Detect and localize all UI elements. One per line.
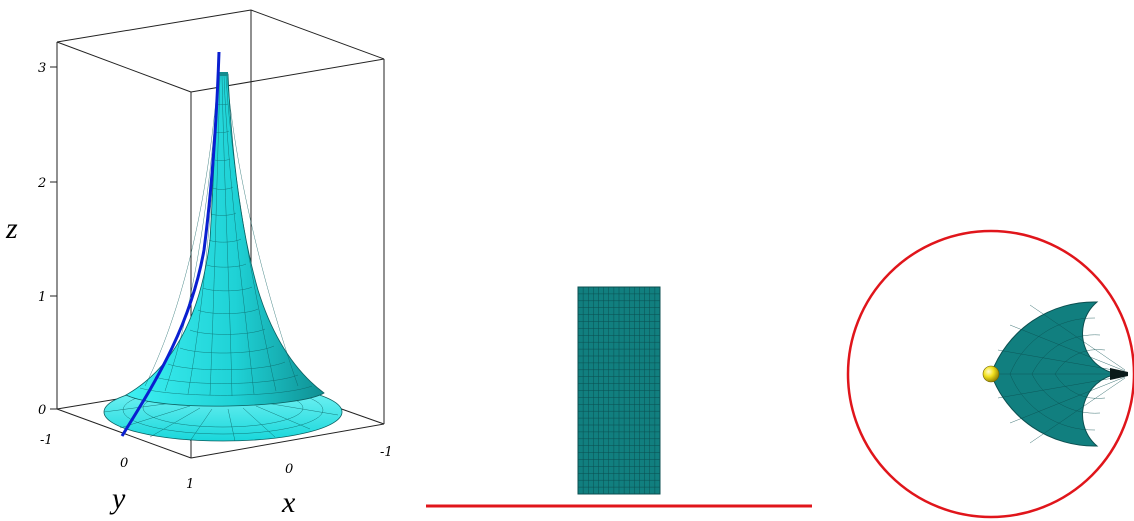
surface-top-cap [217,72,228,76]
panel-flat-strip [426,286,812,508]
z-axis-label: z [5,212,18,245]
cusp-tip [1110,368,1128,380]
pseudosphere-surface [125,73,325,407]
yellow-sphere-icon [982,365,1000,383]
z-tick-2: 2 [37,176,46,191]
geodesic-curve [120,51,221,437]
surface-mesh [139,75,313,397]
x-tick-0: 0 [285,462,293,477]
panel-3d-surface: 0 1 2 3 z -1 0 1 y 0 -1 x [5,9,393,519]
x-axis-label: x [281,486,296,519]
x-axis: 0 -1 x [281,445,393,519]
bounding-box [56,9,385,459]
z-tick-0: 0 [38,403,46,418]
disk-mesh [995,304,1126,444]
boundary-circle [846,229,1134,519]
y-tick-neg1: -1 [40,433,53,448]
y-tick-0: 0 [120,456,128,471]
z-tick-3: 3 [38,61,46,76]
z-tick-1: 1 [38,290,46,305]
base-mesh [103,385,339,442]
z-axis: 0 1 2 3 z [5,61,57,418]
y-axis: -1 0 1 y [40,433,194,515]
x-tick-neg1: -1 [380,445,393,460]
strip-grid [578,287,660,494]
y-axis-label: y [109,482,126,515]
panel-disk-model [846,229,1134,519]
y-tick-1: 1 [186,477,194,492]
